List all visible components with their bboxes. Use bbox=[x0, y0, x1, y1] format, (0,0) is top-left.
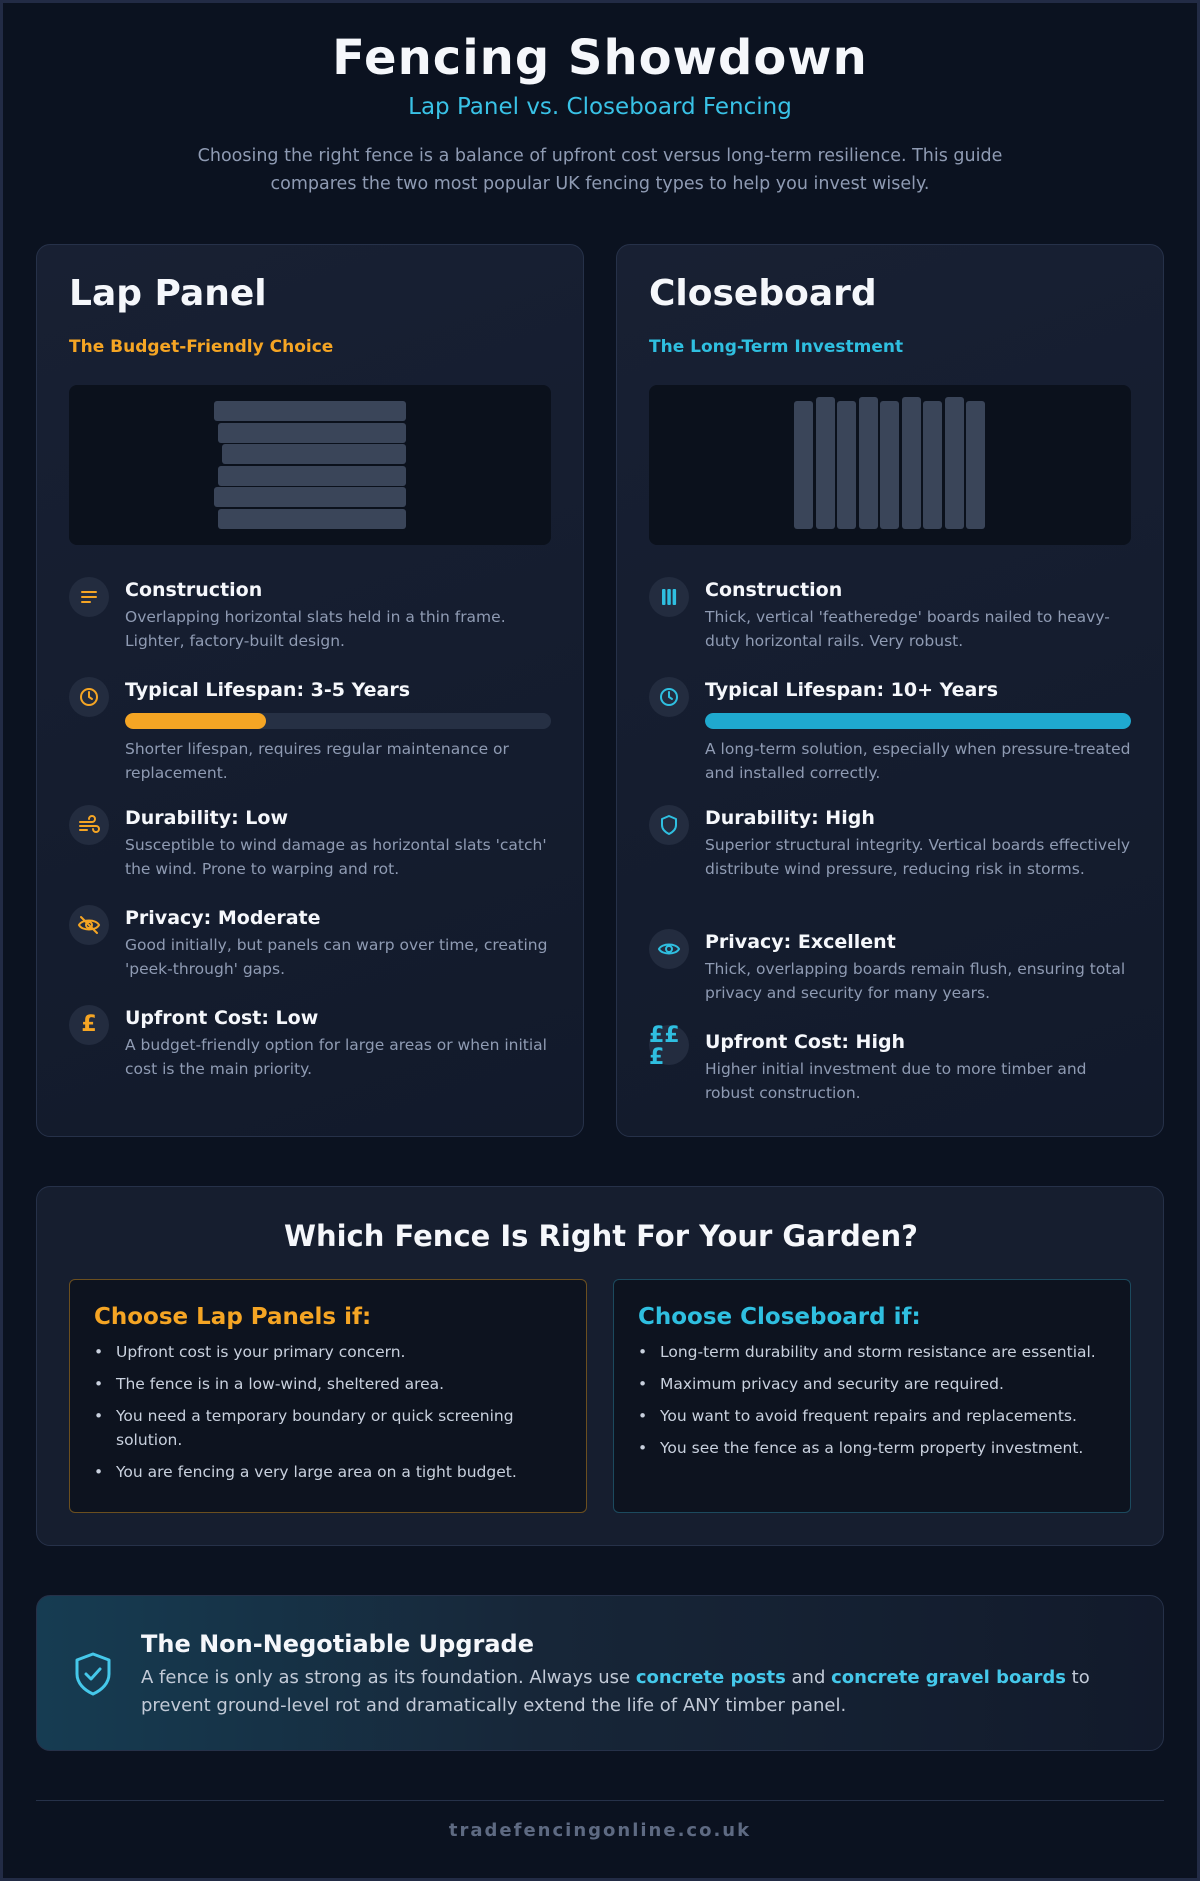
board bbox=[880, 401, 899, 529]
feature-title: Privacy: Excellent bbox=[705, 931, 896, 953]
pound-icon: ££ £ bbox=[649, 1023, 689, 1069]
board bbox=[859, 397, 878, 529]
card-tagline: The Long-Term Investment bbox=[649, 337, 904, 357]
board bbox=[816, 397, 835, 529]
feature-title: Upfront Cost: Low bbox=[125, 1007, 319, 1029]
feature-title: Construction bbox=[705, 579, 843, 601]
board bbox=[923, 401, 942, 529]
choose-lap-list: Upfront cost is your primary concern. Th… bbox=[94, 1340, 562, 1484]
feature-title: Privacy: Moderate bbox=[125, 907, 321, 929]
card-title: Closeboard bbox=[649, 273, 877, 314]
card-title: Lap Panel bbox=[69, 273, 267, 314]
footer-site: tradefencingonline.co.uk bbox=[448, 1820, 752, 1841]
lap-panel-card: Lap Panel The Budget-Friendly Choice Con… bbox=[36, 244, 584, 1137]
clock-icon bbox=[69, 677, 109, 717]
choose-closeboard-list: Long-term durability and storm resistanc… bbox=[638, 1340, 1106, 1460]
footer-divider bbox=[36, 1800, 1164, 1801]
lifespan-bar-fill bbox=[705, 713, 1131, 729]
feature-desc: A budget-friendly option for large areas… bbox=[125, 1036, 547, 1078]
pound-symbol: £ bbox=[649, 1045, 665, 1070]
slat bbox=[218, 423, 406, 443]
highlight-gravel-boards: concrete gravel boards bbox=[831, 1667, 1066, 1688]
list-item: The fence is in a low-wind, sheltered ar… bbox=[94, 1372, 562, 1396]
slat bbox=[218, 509, 406, 529]
slat bbox=[214, 487, 406, 507]
wind-icon bbox=[69, 805, 109, 845]
clock-icon bbox=[649, 677, 689, 717]
choose-closeboard-title: Choose Closeboard if: bbox=[638, 1304, 921, 1330]
card-tagline: The Budget-Friendly Choice bbox=[69, 337, 334, 357]
list-item: Upfront cost is your primary concern. bbox=[94, 1340, 562, 1364]
header: Fencing Showdown Lap Panel vs. Closeboar… bbox=[0, 30, 1200, 198]
closeboard-illustration bbox=[649, 385, 1131, 545]
board bbox=[794, 401, 813, 529]
list-item: You need a temporary boundary or quick s… bbox=[94, 1404, 562, 1452]
upgrade-title: The Non-Negotiable Upgrade bbox=[141, 1630, 535, 1658]
feature-title: Construction bbox=[125, 579, 263, 601]
upgrade-text-part: to prevent ground-level rot and dramatic… bbox=[141, 1667, 1090, 1716]
pound-icon: £ bbox=[69, 1005, 109, 1045]
feature-title: Durability: High bbox=[705, 807, 875, 829]
board bbox=[945, 397, 964, 529]
slat bbox=[214, 401, 406, 421]
feature-title: Durability: Low bbox=[125, 807, 289, 829]
choose-lap-box: Choose Lap Panels if: Upfront cost is yo… bbox=[69, 1279, 587, 1513]
feature-desc: Thick, vertical 'featheredge' boards nai… bbox=[705, 608, 1110, 650]
page-subtitle: Lap Panel vs. Closeboard Fencing bbox=[408, 94, 792, 120]
lap-panel-illustration bbox=[69, 385, 551, 545]
closeboard-card: Closeboard The Long-Term Investment Cons… bbox=[616, 244, 1164, 1137]
upgrade-banner: The Non-Negotiable Upgrade A fence is on… bbox=[36, 1595, 1164, 1751]
feature-title: Upfront Cost: High bbox=[705, 1031, 906, 1053]
decision-section: Which Fence Is Right For Your Garden? Ch… bbox=[36, 1186, 1164, 1546]
choose-closeboard-box: Choose Closeboard if: Long-term durabili… bbox=[613, 1279, 1131, 1513]
lifespan-bar-fill bbox=[125, 713, 266, 729]
feature-desc: Good initially, but panels can warp over… bbox=[125, 936, 548, 978]
upgrade-text: A fence is only as strong as its foundat… bbox=[141, 1664, 1101, 1720]
list-item: Long-term durability and storm resistanc… bbox=[638, 1340, 1106, 1364]
feature-desc: Superior structural integrity. Vertical … bbox=[705, 836, 1131, 878]
vertical-bars-icon bbox=[649, 577, 689, 617]
eye-off-icon bbox=[69, 905, 109, 945]
board bbox=[837, 401, 856, 529]
eye-icon bbox=[649, 929, 689, 969]
lifespan-bar bbox=[705, 713, 1131, 729]
feature-desc: A long-term solution, especially when pr… bbox=[705, 740, 1131, 782]
feature-title: Typical Lifespan: 3-5 Years bbox=[125, 679, 410, 701]
list-item: Maximum privacy and security are require… bbox=[638, 1372, 1106, 1396]
slat bbox=[218, 466, 406, 486]
highlight-concrete-posts: concrete posts bbox=[635, 1667, 786, 1688]
shield-icon bbox=[649, 805, 689, 845]
list-item: You see the fence as a long-term propert… bbox=[638, 1436, 1106, 1460]
list-item: You want to avoid frequent repairs and r… bbox=[638, 1404, 1106, 1428]
shield-check-icon bbox=[71, 1650, 115, 1702]
upgrade-text-part: A fence is only as strong as its foundat… bbox=[141, 1667, 636, 1688]
feature-desc: Thick, overlapping boards remain flush, … bbox=[705, 960, 1126, 1002]
page-title: Fencing Showdown bbox=[332, 30, 868, 86]
feature-desc: Susceptible to wind damage as horizontal… bbox=[125, 836, 547, 878]
board bbox=[966, 401, 985, 529]
lifespan-bar bbox=[125, 713, 551, 729]
feature-desc: Shorter lifespan, requires regular maint… bbox=[125, 740, 509, 782]
intro-text: Choosing the right fence is a balance of… bbox=[197, 146, 1003, 194]
lines-icon bbox=[69, 577, 109, 617]
upgrade-text-part: and bbox=[785, 1667, 832, 1688]
pound-symbol: £ bbox=[81, 1012, 97, 1037]
list-item: You are fencing a very large area on a t… bbox=[94, 1460, 562, 1484]
feature-desc: Higher initial investment due to more ti… bbox=[705, 1060, 1087, 1102]
slat bbox=[222, 444, 406, 464]
section-title: Which Fence Is Right For Your Garden? bbox=[283, 1219, 919, 1253]
feature-title: Typical Lifespan: 10+ Years bbox=[705, 679, 999, 701]
choose-lap-title: Choose Lap Panels if: bbox=[94, 1304, 372, 1330]
board bbox=[902, 397, 921, 529]
pound-symbol: ££ bbox=[649, 1023, 680, 1048]
feature-desc: Overlapping horizontal slats held in a t… bbox=[125, 608, 506, 650]
